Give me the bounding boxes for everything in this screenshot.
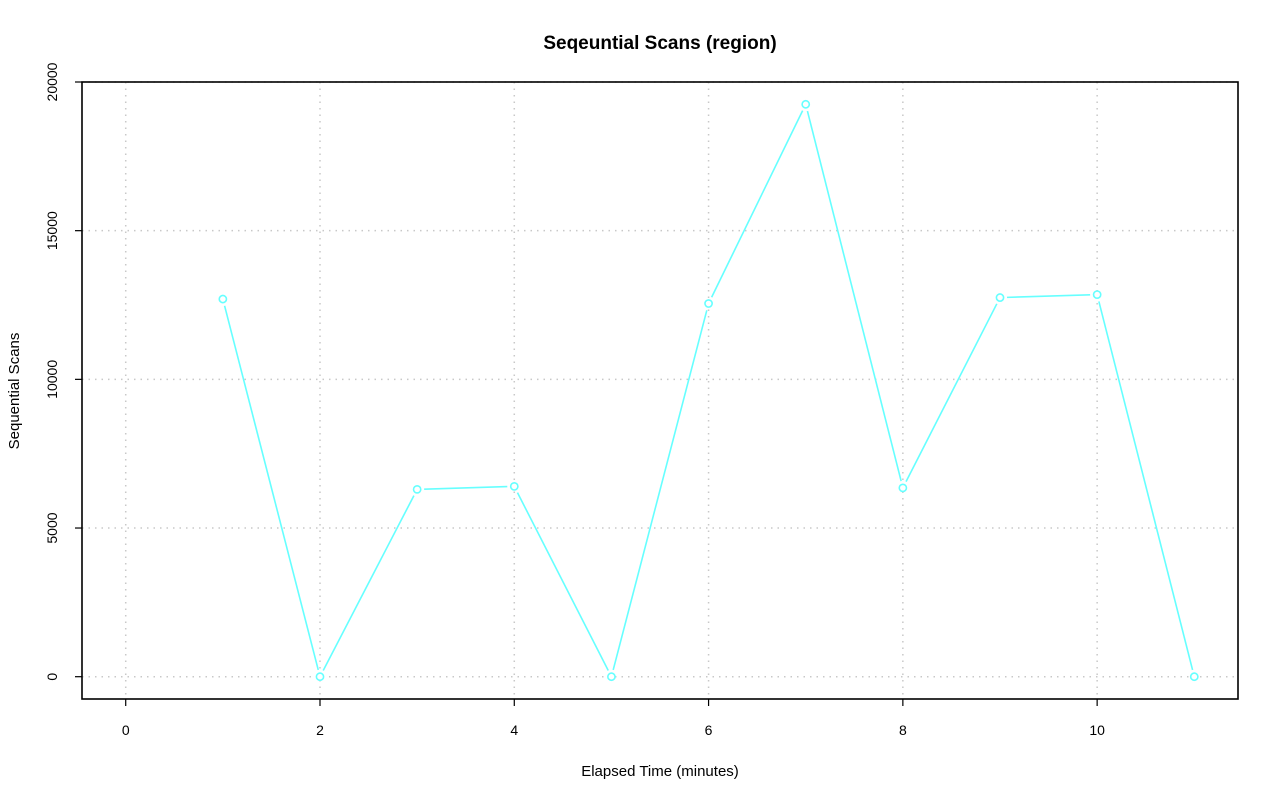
series-line-segment: [806, 110, 902, 482]
x-tick-label: 4: [510, 722, 518, 738]
x-tick-label: 0: [122, 722, 130, 738]
x-tick-label: 2: [316, 722, 324, 738]
series-line-segment: [223, 305, 320, 671]
series-line-segment: [1098, 301, 1194, 671]
series-0: [218, 99, 1199, 682]
series-line-segment: [424, 485, 508, 490]
series: [218, 99, 1199, 682]
data-point: [509, 481, 519, 491]
data-point: [607, 672, 616, 682]
grid: [82, 81, 1238, 699]
y-tick-label: 5000: [44, 512, 60, 543]
chart-title: Seqeuntial Scans (region): [543, 33, 776, 54]
y-tick-label: 15000: [44, 211, 60, 250]
plot-frame: [81, 81, 1239, 700]
y-axis-label: Sequential Scans: [6, 333, 23, 450]
y-tick-label: 20000: [44, 62, 60, 101]
data-point: [412, 484, 422, 494]
x-tick-label: 8: [899, 722, 907, 738]
series-line-segment: [516, 492, 609, 671]
x-axis-label: Elapsed Time (minutes): [581, 763, 739, 780]
x-tick-label: 10: [1089, 722, 1105, 738]
axis-ticks: 0 2 4 6 8 10 0 5000 10000 15000 20000: [44, 62, 1105, 738]
data-point: [704, 299, 713, 308]
series-line-segment: [905, 303, 998, 483]
data-point: [1092, 290, 1102, 300]
data-point: [898, 483, 908, 493]
data-point: [315, 672, 325, 682]
x-tick-label: 6: [705, 722, 713, 738]
y-tick-label: 10000: [44, 360, 60, 399]
series-line-segment: [710, 110, 804, 298]
y-tick-label: 0: [44, 673, 60, 681]
series-line-segment: [322, 495, 415, 671]
series-line-segment: [1006, 294, 1091, 299]
series-line-segment: [612, 310, 708, 671]
data-point: [218, 294, 228, 304]
data-point: [801, 99, 811, 109]
data-point: [995, 293, 1005, 302]
data-point: [1189, 672, 1199, 682]
